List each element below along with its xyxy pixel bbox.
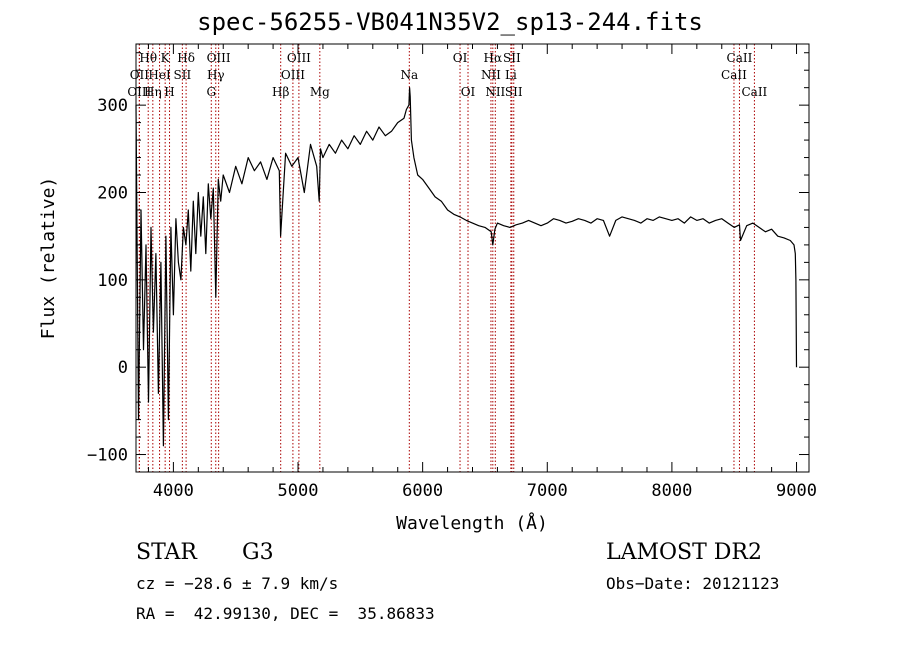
observation-date: Obs−Date: 20121123 (606, 574, 780, 593)
marker-label-1: OII (130, 68, 150, 82)
y-tick-label-100: 100 (97, 271, 128, 291)
object-class: STAR (136, 540, 197, 565)
marker-label-16: Na (400, 68, 418, 82)
axis-ticks (136, 44, 809, 473)
redshift-readout: cz = −28.6 ± 7.9 km/s (136, 574, 339, 593)
marker-label-22: Li (505, 68, 517, 82)
y-tick-label--100: −100 (87, 446, 128, 466)
y-tick-label-0: 0 (118, 358, 128, 378)
marker-label-19: Hα (484, 51, 503, 65)
marker-label-14: Hβ (272, 85, 289, 99)
x-axis-label: Wavelength (Å) (396, 512, 548, 534)
marker-label-0: Hθ (139, 51, 157, 65)
x-tick-label-8000: 8000 (651, 481, 692, 501)
marker-label-17: OI (453, 51, 468, 65)
marker-label-6: Hη (144, 85, 162, 99)
x-tick-label-6000: 6000 (402, 481, 443, 501)
spectrum-series (135, 87, 798, 447)
marker-label-15: Mg (310, 85, 330, 99)
marker-label-5: SII (174, 68, 192, 82)
marker-label-3: K (161, 51, 171, 65)
spectrum-line-0 (135, 87, 798, 447)
chart-title: spec-56255-VB041N35V2_sp13-244.fits (197, 8, 703, 36)
marker-label-20: SII (503, 51, 521, 65)
x-tick-label-5000: 5000 (278, 481, 319, 501)
marker-label-10: Hγ (207, 68, 225, 82)
line-markers (138, 44, 755, 472)
marker-label-4: HeI (148, 68, 171, 82)
marker-label-7: H (164, 85, 174, 99)
marker-label-23: NII (485, 85, 505, 99)
y-tick-label-300: 300 (97, 96, 128, 116)
survey-name: LAMOST DR2 (606, 540, 762, 565)
marker-label-26: CaII (721, 68, 747, 82)
marker-label-25: CaII (727, 51, 753, 65)
coordinates-readout: RA = 42.99130, DEC = 35.86833 (136, 604, 435, 623)
y-axis-label: Flux (relative) (38, 177, 59, 340)
axis-tick-labels: 4000 5000 6000 7000 8000 9000 −100 0 100 200 300 (87, 96, 817, 501)
marker-label-27: CaII (741, 85, 767, 99)
marker-label-9: OIII (207, 51, 231, 65)
plot-frame (135, 43, 810, 473)
object-subclass: G3 (242, 540, 274, 565)
x-tick-label-7000: 7000 (527, 481, 568, 501)
marker-label-18: OI (461, 85, 476, 99)
marker-label-12: OIII (287, 51, 311, 65)
marker-label-8: Hδ (177, 51, 195, 65)
marker-label-11: G (206, 85, 216, 99)
y-tick-label-200: 200 (97, 183, 128, 203)
marker-label-24: SII (505, 85, 523, 99)
x-tick-label-9000: 9000 (776, 481, 817, 501)
marker-label-21: NII (481, 68, 501, 82)
marker-label-13: OIII (281, 68, 305, 82)
marker-label-2: OIII (127, 85, 151, 99)
x-tick-label-4000: 4000 (153, 481, 194, 501)
